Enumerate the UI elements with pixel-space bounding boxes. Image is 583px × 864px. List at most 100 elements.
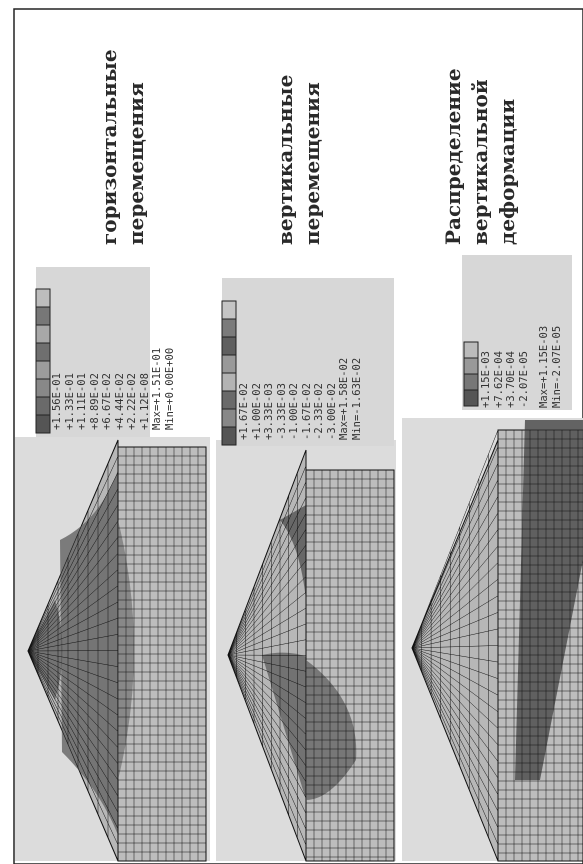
- mesh-line: [27, 569, 119, 652]
- mesh-line: [227, 639, 307, 656]
- mesh-line: [411, 647, 499, 795]
- mesh-line: [27, 650, 119, 845]
- panel-2-legend-swatches: [221, 278, 394, 446]
- mesh-line: [27, 504, 119, 652]
- mesh-line: [227, 654, 307, 656]
- mesh-line: [411, 647, 499, 696]
- panel-1-legend-swatches: [35, 267, 150, 437]
- min-value: Min=+0.00E+00: [163, 347, 176, 430]
- panel-1-title: горизонтальные перемещения: [96, 49, 150, 245]
- mesh-line: [227, 465, 307, 656]
- panel-2-legend: +1.67E-02 +1.00E-02 +3.33E-03 -3.33E-03 …: [238, 358, 363, 440]
- panel-3-plot: [402, 418, 583, 862]
- mesh-line: [227, 654, 307, 862]
- min-value: Min=-1.63E-02: [350, 357, 363, 440]
- panel-2-title: вертикальные перемещения: [272, 75, 326, 245]
- mesh-line: [411, 647, 499, 762]
- mesh-line: [27, 536, 119, 652]
- legend-value: -1.00E-02: [288, 383, 300, 440]
- legend-value: -2.33E-02: [313, 383, 325, 440]
- mesh-line: [27, 472, 119, 652]
- mesh-line: [411, 578, 499, 649]
- mesh-line: [27, 650, 119, 732]
- mesh-line: [227, 576, 307, 656]
- mesh-line: [411, 545, 499, 649]
- panel-1-mesh: [27, 439, 207, 862]
- mesh-line: [411, 645, 499, 649]
- panel-3-legend: +1.15E-03 +7.62E-04 +3.70E-04 -2.07E-05 …: [480, 326, 563, 408]
- mesh-line: [411, 647, 499, 679]
- mesh-line: [27, 650, 119, 797]
- mesh-line: [227, 481, 307, 656]
- panel-2-title-line-1: вертикальные: [273, 74, 297, 245]
- mesh-line: [227, 654, 307, 830]
- mesh-line: [27, 456, 119, 652]
- legend-value: +3.33E-03: [263, 383, 275, 440]
- panel-2-title-line-2: перемещения: [300, 82, 324, 245]
- mesh-line: [411, 595, 499, 649]
- legend-value: -3.33E-03: [275, 383, 288, 440]
- mesh-line: [227, 513, 307, 656]
- mesh-line: [411, 647, 499, 729]
- legend-value: +1.12E-08: [138, 373, 151, 430]
- mesh-line: [411, 628, 499, 649]
- legend-value: +8.89E-02: [88, 373, 101, 430]
- mesh-line: [227, 654, 307, 798]
- max-value: Max=+1.15E-03: [538, 325, 550, 408]
- legend-value: -2.07E-05: [517, 351, 530, 408]
- mesh-line: [27, 650, 119, 813]
- mesh-line: [227, 654, 307, 751]
- panel-2-mesh: [227, 449, 395, 862]
- mesh-line: [411, 562, 499, 649]
- mesh-line: [411, 647, 499, 663]
- mesh-line: [27, 650, 119, 748]
- mesh-line: [27, 650, 119, 716]
- mesh-line: [227, 544, 307, 656]
- mesh-line: [227, 654, 307, 719]
- legend-value: +3.70E-04: [505, 351, 517, 408]
- mesh-line: [227, 654, 307, 783]
- mesh-line: [27, 617, 119, 652]
- mesh-line: [227, 560, 307, 656]
- max-value: Max=+1.58E-02: [338, 357, 350, 440]
- mesh-line: [227, 497, 307, 656]
- panel-1-title-line-1: горизонтальные: [97, 49, 121, 245]
- panel-2-plot: [216, 440, 396, 862]
- legend-value: +1.15E-03: [480, 351, 492, 408]
- panel-3-mesh: [411, 429, 583, 862]
- mesh-line: [227, 654, 307, 704]
- panel-3-legend-swatches: [462, 255, 572, 410]
- legend-value: +1.11E-01: [76, 373, 88, 430]
- mesh-line: [27, 650, 119, 700]
- legend-value: +1.56E-01: [51, 373, 63, 430]
- mesh-line: [27, 439, 119, 652]
- mesh-line: [27, 520, 119, 652]
- mesh-line: [27, 650, 119, 829]
- mesh-line: [411, 529, 499, 649]
- mesh-line: [411, 446, 499, 649]
- mesh-line: [411, 612, 499, 649]
- mesh-line: [411, 496, 499, 649]
- min-value: Min=-2.07E-05: [550, 325, 563, 408]
- mesh-line: [27, 585, 119, 652]
- mesh-line: [227, 607, 307, 656]
- max-value: Max=+1.51E-01: [151, 347, 163, 430]
- mesh-line: [27, 650, 119, 684]
- mesh-line: [227, 654, 307, 814]
- legend-value: +1.00E-02: [250, 383, 263, 440]
- mesh-line: [227, 654, 307, 846]
- mesh-line: [411, 647, 499, 812]
- mesh-line: [27, 634, 119, 652]
- legend-value: -3.00E-02: [325, 383, 338, 440]
- mesh-line: [27, 650, 119, 781]
- legend-value: +6.67E-02: [101, 373, 113, 430]
- mesh-line: [27, 650, 119, 652]
- legend-value: +2.22E-02: [126, 373, 138, 430]
- mesh-line: [27, 650, 119, 667]
- panel-3-title-line-2: вертикальной: [468, 79, 492, 245]
- mesh-line: [411, 647, 499, 713]
- mesh-line: [227, 592, 307, 656]
- mesh-line: [27, 601, 119, 652]
- mesh-line: [27, 650, 119, 862]
- mesh-line: [27, 650, 119, 765]
